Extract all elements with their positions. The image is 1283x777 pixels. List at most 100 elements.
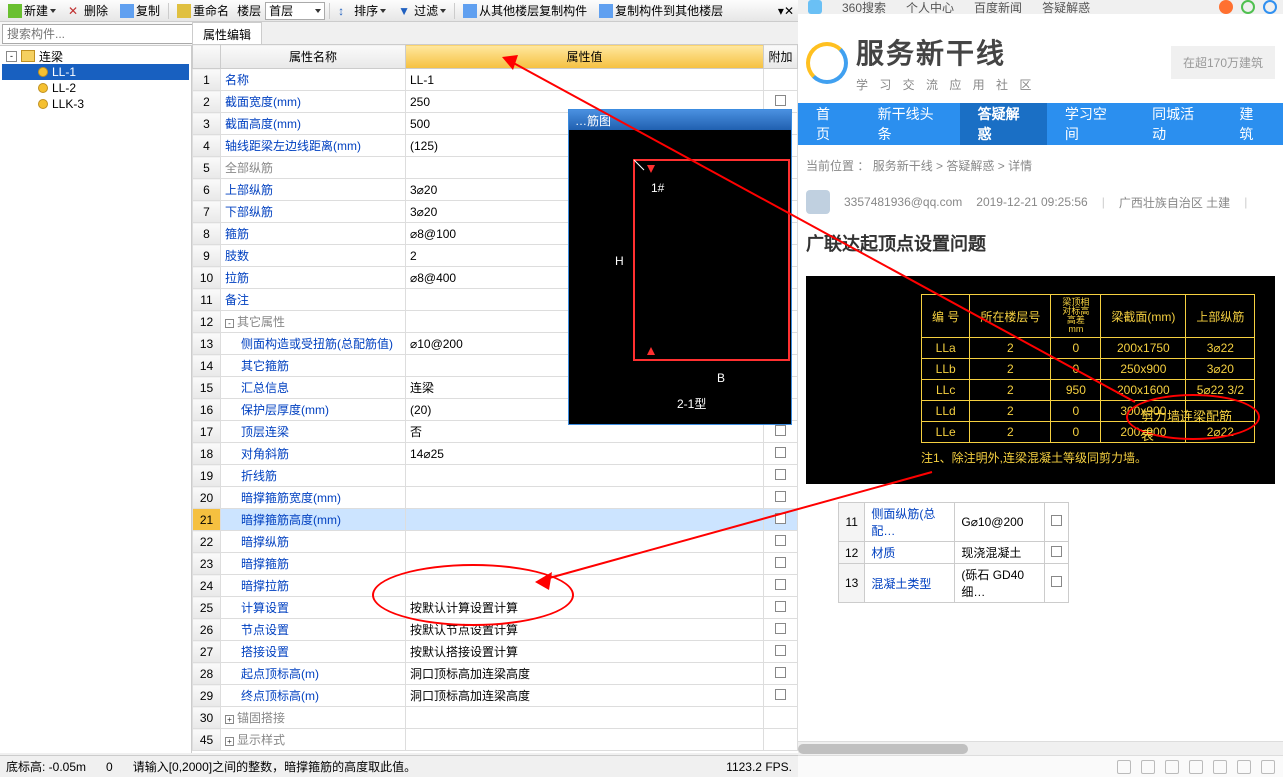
- browser-status-icon[interactable]: [1237, 760, 1251, 774]
- prop-value[interactable]: [406, 465, 764, 487]
- checkbox-icon[interactable]: [775, 535, 786, 546]
- prop-attach[interactable]: [764, 619, 798, 641]
- lower-row[interactable]: 12材质现浇混凝土: [839, 542, 1069, 564]
- prop-value[interactable]: LL-1: [406, 69, 764, 91]
- filter-button[interactable]: ▼过滤: [394, 1, 450, 21]
- prop-value[interactable]: 14⌀25: [406, 443, 764, 465]
- property-row[interactable]: 25计算设置按默认计算设置计算: [193, 597, 798, 619]
- property-row[interactable]: 30+锚固搭接: [193, 707, 798, 729]
- toplink-2[interactable]: 百度新闻: [974, 0, 1022, 16]
- tab-property-edit[interactable]: 属性编辑: [192, 22, 262, 44]
- checkbox-icon[interactable]: [775, 447, 786, 458]
- toolbar-close-icon[interactable]: ▾✕: [778, 4, 798, 18]
- prop-value[interactable]: [406, 509, 764, 531]
- toplink-1[interactable]: 个人中心: [906, 0, 954, 16]
- property-row[interactable]: 29终点顶标高(m)洞口顶标高加连梁高度: [193, 685, 798, 707]
- nav-item[interactable]: 建筑: [1221, 103, 1283, 145]
- lower-value[interactable]: (砾石 GD40 细…: [955, 564, 1045, 603]
- checkbox-icon[interactable]: [775, 689, 786, 700]
- checkbox-icon[interactable]: [775, 425, 786, 436]
- site-search-hint[interactable]: 在超170万建筑: [1171, 46, 1275, 79]
- tree-root[interactable]: - 连梁: [2, 48, 189, 64]
- property-row[interactable]: 19折线筋: [193, 465, 798, 487]
- checkbox-icon[interactable]: [775, 579, 786, 590]
- prop-attach[interactable]: [764, 575, 798, 597]
- floor-select[interactable]: 首层: [265, 2, 325, 20]
- nav-item[interactable]: 答疑解惑: [960, 103, 1047, 145]
- lower-row[interactable]: 11侧面纵筋(总配…G⌀10@200: [839, 503, 1069, 542]
- prop-attach[interactable]: [764, 69, 798, 91]
- prop-attach[interactable]: [764, 707, 798, 729]
- prop-attach[interactable]: [764, 443, 798, 465]
- crumb-0[interactable]: 服务新干线: [873, 159, 933, 173]
- property-row[interactable]: 20暗撑箍筋宽度(mm): [193, 487, 798, 509]
- prop-value[interactable]: 洞口顶标高加连梁高度: [406, 685, 764, 707]
- prop-attach[interactable]: [764, 597, 798, 619]
- prop-value[interactable]: [406, 487, 764, 509]
- toplink-0[interactable]: 360搜索: [842, 0, 886, 16]
- checkbox-icon[interactable]: [1051, 515, 1062, 526]
- checkbox-icon[interactable]: [775, 513, 786, 524]
- expand-icon[interactable]: -: [6, 51, 17, 62]
- nav-item[interactable]: 首页: [798, 103, 860, 145]
- checkbox-icon[interactable]: [775, 469, 786, 480]
- checkbox-icon[interactable]: [775, 557, 786, 568]
- section-diagram-window[interactable]: …筋图 1# H B 2-1型: [568, 109, 792, 425]
- prop-attach[interactable]: [764, 487, 798, 509]
- lower-value[interactable]: G⌀10@200: [955, 503, 1045, 542]
- lower-value[interactable]: 现浇混凝土: [955, 542, 1045, 564]
- copy-from-button[interactable]: 从其他楼层复制构件: [459, 1, 591, 21]
- prop-value[interactable]: [406, 729, 764, 751]
- property-row[interactable]: 28起点顶标高(m)洞口顶标高加连梁高度: [193, 663, 798, 685]
- checkbox-icon[interactable]: [1051, 546, 1062, 557]
- checkbox-icon[interactable]: [775, 95, 786, 106]
- prop-value[interactable]: [406, 553, 764, 575]
- horizontal-scrollbar[interactable]: [798, 741, 1283, 755]
- lower-check[interactable]: [1045, 564, 1069, 603]
- post-user[interactable]: 3357481936@qq.com: [844, 195, 962, 209]
- property-row[interactable]: 22暗撑纵筋: [193, 531, 798, 553]
- nav-item[interactable]: 学习空间: [1047, 103, 1134, 145]
- checkbox-icon[interactable]: [775, 623, 786, 634]
- browser-status-icon[interactable]: [1141, 760, 1155, 774]
- tree-item[interactable]: LL-2: [2, 80, 189, 96]
- prop-value[interactable]: 按默认计算设置计算: [406, 597, 764, 619]
- prop-attach[interactable]: [764, 685, 798, 707]
- browser-status-icon[interactable]: [1165, 760, 1179, 774]
- property-row[interactable]: 26节点设置按默认节点设置计算: [193, 619, 798, 641]
- nav-item[interactable]: 同城活动: [1134, 103, 1221, 145]
- browser-status-icon[interactable]: [1189, 760, 1203, 774]
- prop-attach[interactable]: [764, 531, 798, 553]
- checkbox-icon[interactable]: [775, 667, 786, 678]
- checkbox-icon[interactable]: [1051, 576, 1062, 587]
- checkbox-icon[interactable]: [775, 645, 786, 656]
- property-row[interactable]: 45+显示样式: [193, 729, 798, 751]
- prop-value[interactable]: [406, 575, 764, 597]
- new-button[interactable]: 新建: [4, 1, 60, 21]
- checkbox-icon[interactable]: [775, 601, 786, 612]
- prop-attach[interactable]: [764, 641, 798, 663]
- prop-value[interactable]: 按默认搭接设置计算: [406, 641, 764, 663]
- prop-attach[interactable]: [764, 553, 798, 575]
- browser-status-icon[interactable]: [1261, 760, 1275, 774]
- tree-item[interactable]: LLK-3: [2, 96, 189, 112]
- diagram-title[interactable]: …筋图: [569, 110, 791, 130]
- tree-item[interactable]: LL-1: [2, 64, 189, 80]
- copy-to-button[interactable]: 复制构件到其他楼层: [595, 1, 727, 21]
- property-row[interactable]: 24暗撑拉筋: [193, 575, 798, 597]
- browser-status-icon[interactable]: [1213, 760, 1227, 774]
- property-row[interactable]: 21暗撑箍筋高度(mm): [193, 509, 798, 531]
- scrollbar-thumb[interactable]: [798, 744, 968, 754]
- prop-attach[interactable]: [764, 729, 798, 751]
- lower-check[interactable]: [1045, 542, 1069, 564]
- prop-attach[interactable]: [764, 509, 798, 531]
- browser-status-icon[interactable]: [1117, 760, 1131, 774]
- toplink-3[interactable]: 答疑解惑: [1042, 0, 1090, 16]
- delete-button[interactable]: ✕删除: [64, 1, 112, 21]
- lower-row[interactable]: 13混凝土类型(砾石 GD40 细…: [839, 564, 1069, 603]
- prop-value[interactable]: 洞口顶标高加连梁高度: [406, 663, 764, 685]
- prop-value[interactable]: 按默认节点设置计算: [406, 619, 764, 641]
- property-row[interactable]: 18对角斜筋14⌀25: [193, 443, 798, 465]
- property-row[interactable]: 27搭接设置按默认搭接设置计算: [193, 641, 798, 663]
- prop-value[interactable]: [406, 707, 764, 729]
